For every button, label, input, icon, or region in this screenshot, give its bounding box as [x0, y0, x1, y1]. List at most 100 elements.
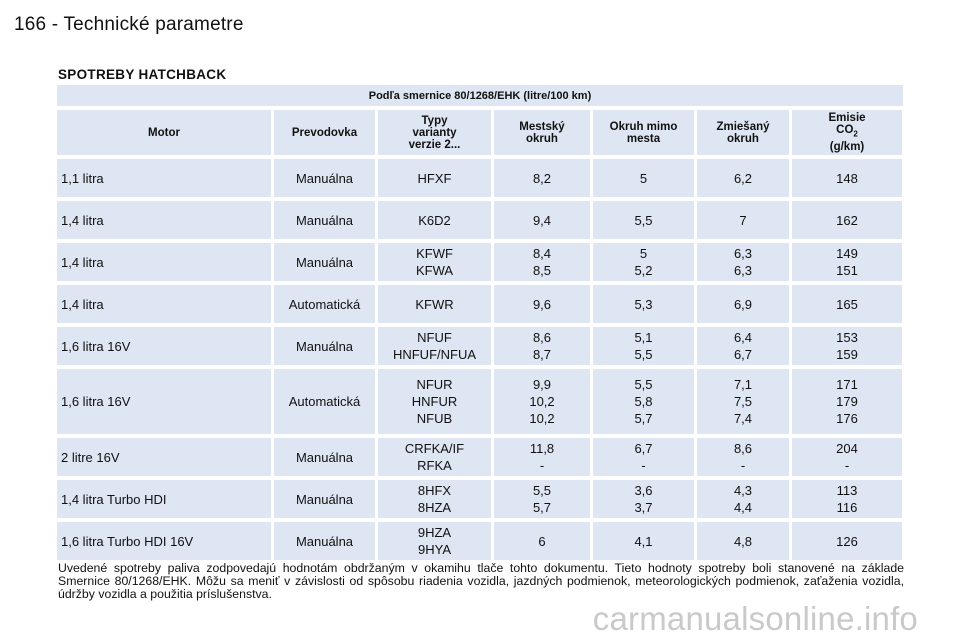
cell-line: 10,2 [529, 394, 555, 409]
cell-line: 4,4 [733, 500, 753, 515]
cell-line: 9HZA [417, 525, 452, 540]
cell-line: KFWA [415, 263, 454, 278]
cell-line: 8,2 [532, 170, 552, 186]
cell-mestsky: 11,8 - [494, 438, 590, 476]
cell-text: 1,4 litra [61, 296, 104, 312]
cell-line: HFXF [417, 170, 452, 186]
cell-line: 5,5 [532, 483, 552, 498]
cell-prevodovka: Manuálna [274, 243, 375, 281]
table-row: 1,6 litra Turbo HDI 16V Manuálna 9HZA 9HYA 6… [57, 522, 903, 560]
cell-motor: 1,6 litra 16V [57, 369, 271, 434]
cell-typ: NFUF HNFUF/NFUA [378, 327, 491, 365]
header-emisie-line: (g/km) [829, 140, 865, 153]
cell-zmiesany: 4,8 [697, 522, 789, 560]
cell-text: Manuálna [295, 170, 354, 186]
header-zmiesany-line: okruh [727, 132, 759, 145]
cell-line: 6,7 [634, 441, 653, 456]
cell-motor: 1,4 litra [57, 243, 271, 281]
header-mestsky: Mestský okruh [494, 110, 590, 155]
cell-emisie: 153 159 [792, 327, 902, 365]
header-motor-label: Motor [148, 126, 180, 139]
cell-line: 6,7 [733, 347, 753, 362]
cell-text: Manuálna [295, 254, 354, 270]
header-typy-line: varianty [412, 126, 457, 139]
cell-line: 5,5 [634, 212, 653, 228]
cell-line: 3,7 [634, 500, 653, 515]
cell-line: 7 [739, 212, 747, 228]
cell-line: 9,6 [532, 296, 552, 312]
table-header-row: Motor Prevodovka Typy varianty verzie 2.… [57, 110, 903, 155]
cell-line: 5,7 [532, 500, 552, 515]
cell-mimo: 4,1 [593, 522, 694, 560]
cell-line: 6,3 [733, 246, 753, 261]
cell-text: 1,4 litra [61, 212, 104, 228]
header-mestsky-line: Mestský [519, 120, 565, 133]
cell-text: 1,1 litra [61, 170, 104, 186]
watermark: carmanualsonline.info [592, 600, 918, 637]
cell-line: 151 [836, 263, 858, 278]
cell-prevodovka: Manuálna [274, 327, 375, 365]
cell-emisie: 171 179 176 [792, 369, 902, 434]
table-subtitle: Podľa smernice 80/1268/EHK (litre/100 km… [57, 85, 903, 106]
cell-line: 5 [639, 170, 648, 186]
cell-line: 9,9 [532, 377, 552, 392]
header-emisie-co: CO [836, 124, 854, 137]
cell-line: 6,9 [733, 296, 753, 312]
cell-line: - [539, 458, 545, 473]
cell-mimo: 5 5,2 [593, 243, 694, 281]
cell-motor: 1,4 litra [57, 201, 271, 239]
table-row: 2 litre 16V Manuálna CRFKA/IF RFKA 11,8 - 6,7 -… [57, 438, 903, 476]
header-motor: Motor [57, 110, 271, 155]
cell-zmiesany: 7,1 7,5 7,4 [697, 369, 789, 434]
cell-line: 149 [836, 246, 858, 261]
table-row: 1,4 litra Manuálna K6D2 9,4 5,5 7 162 [57, 201, 903, 239]
cell-mimo: 5,1 5,5 [593, 327, 694, 365]
cell-zmiesany: 6,9 [697, 285, 789, 323]
cell-line: 8,6 [733, 441, 753, 456]
cell-mestsky: 9,4 [494, 201, 590, 239]
cell-emisie: 162 [792, 201, 902, 239]
cell-line: NFUF [417, 330, 452, 345]
cell-line: - [740, 458, 746, 473]
cell-line: 179 [836, 394, 858, 409]
cell-line: CRFKA/IF [404, 441, 465, 456]
cell-line: 6,4 [733, 330, 753, 345]
cell-line: 9HYA [418, 542, 451, 557]
cell-motor: 1,4 litra [57, 285, 271, 323]
cell-emisie: 149 151 [792, 243, 902, 281]
cell-prevodovka: Automatická [274, 285, 375, 323]
header-typy: Typy varianty verzie 2... [378, 110, 491, 155]
cell-line: 113 [836, 483, 858, 498]
cell-line: 5,5 [634, 347, 653, 362]
cell-emisie: 165 [792, 285, 902, 323]
cell-text: Manuálna [295, 212, 354, 228]
cell-zmiesany: 7 [697, 201, 789, 239]
cell-line: 204 [836, 441, 858, 456]
cell-line: KFWR [415, 296, 454, 312]
cell-text: Automatická [288, 296, 361, 312]
cell-line: 3,6 [634, 483, 653, 498]
cell-typ: KFWR [378, 285, 491, 323]
cell-line: 5,8 [634, 394, 653, 409]
cell-line: 176 [836, 411, 858, 426]
header-typy-line: verzie 2... [408, 138, 461, 151]
cell-line: 153 [836, 330, 858, 345]
cell-typ: K6D2 [378, 201, 491, 239]
header-prevodovka-label: Prevodovka [291, 126, 358, 139]
header-mimo-line: mesta [626, 132, 661, 145]
cell-line: 5,5 [634, 377, 653, 392]
table-row: 1,4 litra Manuálna KFWF KFWA 8,4 8,5 5 5,2 6,3 6,… [57, 243, 903, 281]
cell-zmiesany: 8,6 - [697, 438, 789, 476]
cell-line: 4,1 [634, 533, 653, 549]
cell-prevodovka: Manuálna [274, 480, 375, 518]
cell-line: 5,2 [634, 263, 653, 278]
header-emisie-co2: CO2 [836, 124, 858, 140]
cell-mestsky: 8,4 8,5 [494, 243, 590, 281]
header-emisie-line: Emisie [828, 112, 866, 125]
cell-text: 1,4 litra [61, 254, 104, 270]
header-mimo: Okruh mimo mesta [593, 110, 694, 155]
table-body: 1,1 litra Manuálna HFXF 8,2 5 6,2 148 1,4 litra… [57, 159, 903, 560]
cell-line: 148 [836, 170, 858, 186]
cell-motor: 1,6 litra 16V [57, 327, 271, 365]
header-emisie: Emisie CO2 (g/km) [792, 110, 902, 155]
